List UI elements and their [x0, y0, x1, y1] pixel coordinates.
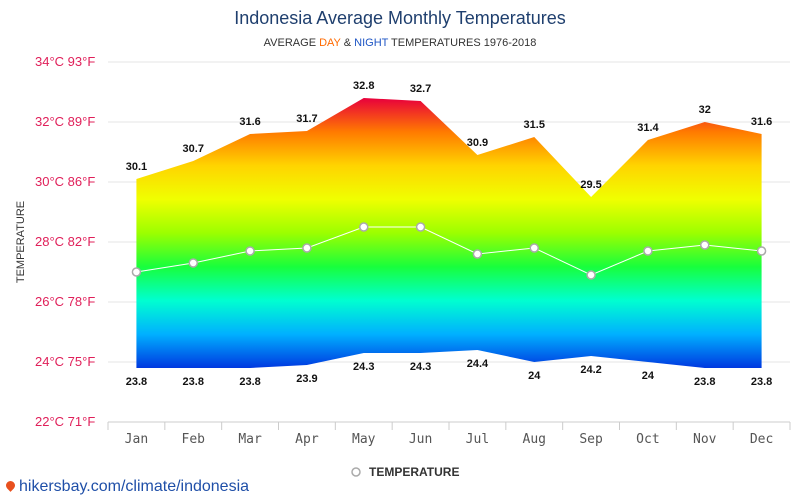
min-value-label: 23.8	[694, 376, 715, 388]
average-line	[136, 226, 762, 276]
average-point[interactable]	[302, 243, 312, 253]
x-tick-label: Jan	[125, 432, 148, 447]
x-tick-label: Feb	[182, 432, 206, 447]
average-point[interactable]	[529, 243, 539, 253]
chart-subtitle: AVERAGE DAY & NIGHT TEMPERATURES 1976-20…	[264, 37, 537, 49]
legend-label: TEMPERATURE	[369, 465, 459, 479]
y-tick-label: 28°C 82°F	[35, 234, 95, 249]
y-tick-label: 24°C 75°F	[35, 354, 95, 369]
max-value-label: 31.7	[296, 113, 317, 125]
chart-title: Indonesia Average Monthly Temperatures	[234, 8, 566, 28]
min-value-label: 23.8	[126, 376, 147, 388]
min-value-label: 23.8	[751, 376, 772, 388]
data-labels: 30.1 30.7 31.6 31.7 32.8 32.7 30.9 31.5 29.5 31.4…	[126, 80, 773, 388]
max-value-label: 31.5	[524, 119, 545, 131]
min-value-label: 23.9	[296, 373, 317, 385]
min-value-label: 24.3	[410, 361, 431, 373]
x-axis: Jan Feb Mar Apr May Jun Jul Aug Sep Oct Nov Dec	[107, 421, 791, 447]
x-tick-label: Sep	[579, 432, 603, 447]
y-tick-label: 26°C 78°F	[35, 294, 95, 309]
average-point[interactable]	[756, 246, 767, 256]
average-point[interactable]	[415, 222, 426, 232]
average-point[interactable]	[586, 270, 596, 280]
average-point[interactable]	[359, 222, 369, 232]
y-axis-ticks: 34°C 93°F 32°C 89°F 30°C 86°F 28°C 82°F 26°C…	[35, 54, 95, 429]
y-tick-label: 30°C 86°F	[35, 174, 95, 189]
x-tick-label: Jun	[409, 432, 432, 447]
source-url: hikersbay.com/climate/indonesia	[19, 478, 250, 495]
average-point[interactable]	[700, 240, 710, 250]
max-value-label: 32.8	[353, 80, 374, 92]
y-tick-label: 22°C 71°F	[35, 414, 95, 429]
y-axis-label: TEMPERATURE	[15, 201, 27, 283]
x-tick-label: Nov	[693, 432, 717, 447]
average-temperature-line	[131, 222, 767, 280]
max-value-label: 31.6	[239, 116, 260, 128]
min-value-label: 24	[642, 370, 655, 382]
x-tick-label: May	[352, 432, 376, 447]
x-tick-label: Oct	[636, 432, 659, 447]
max-value-label: 32	[699, 104, 711, 116]
average-point[interactable]	[188, 258, 198, 268]
max-value-label: 32.7	[410, 83, 431, 95]
x-tick-label: Apr	[295, 432, 319, 447]
max-value-label: 30.7	[183, 143, 204, 155]
max-value-label: 29.5	[580, 179, 601, 191]
average-point[interactable]	[131, 267, 142, 277]
max-value-label: 31.4	[637, 122, 659, 134]
average-point[interactable]	[643, 246, 653, 256]
x-tick-label: Mar	[238, 432, 262, 447]
max-value-label: 31.6	[751, 116, 772, 128]
average-point[interactable]	[245, 246, 255, 256]
min-value-label: 24.4	[467, 358, 489, 370]
x-tick-label: Jul	[466, 432, 489, 447]
map-pin-icon	[4, 479, 17, 492]
legend-marker	[351, 467, 361, 477]
min-value-label: 24	[528, 370, 541, 382]
temperature-range-area	[136, 98, 762, 368]
min-value-label: 23.8	[183, 376, 204, 388]
range-area	[136, 98, 762, 368]
max-value-label: 30.1	[126, 161, 147, 173]
source-link[interactable]: hikersbay.com/climate/indonesia	[4, 478, 250, 496]
legend[interactable]: TEMPERATURE	[351, 465, 459, 479]
x-tick-label: Aug	[523, 432, 546, 447]
x-tick-label: Dec	[750, 432, 773, 447]
average-point[interactable]	[472, 249, 483, 259]
min-value-label: 23.8	[239, 376, 260, 388]
min-value-label: 24.2	[580, 364, 601, 376]
min-value-label: 24.3	[353, 361, 374, 373]
max-value-label: 30.9	[467, 137, 488, 149]
y-tick-label: 32°C 89°F	[35, 114, 95, 129]
y-tick-label: 34°C 93°F	[35, 54, 95, 69]
